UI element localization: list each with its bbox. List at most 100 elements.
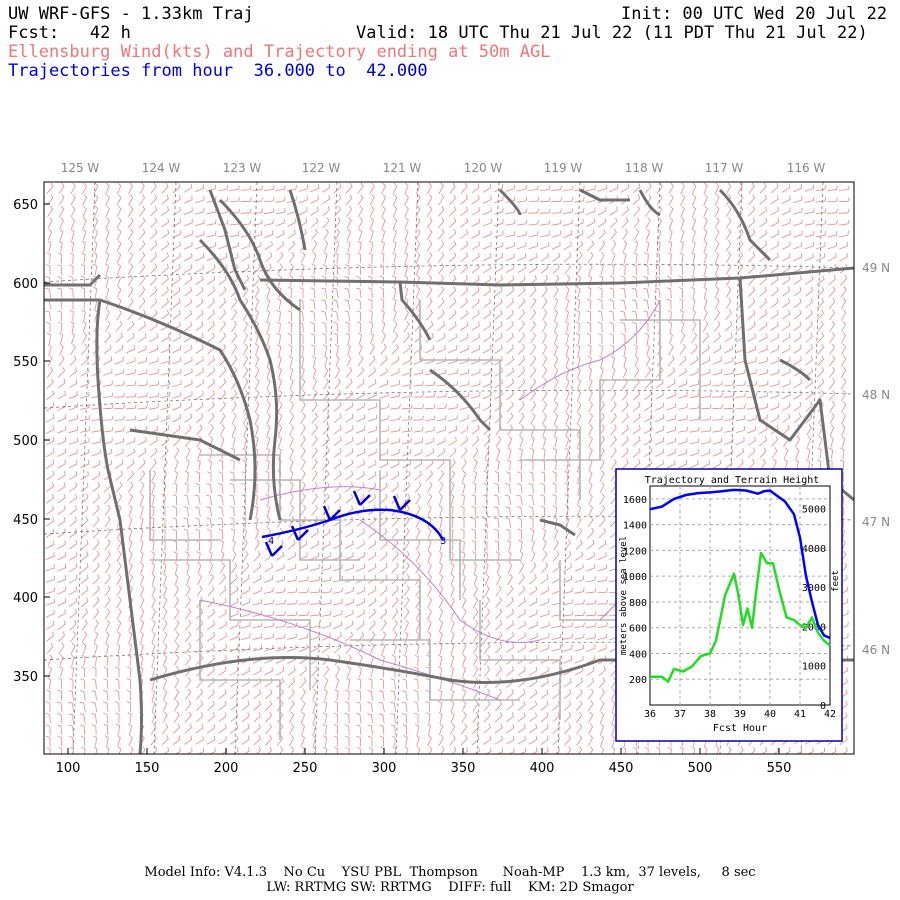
map-title: UW WRF-GFS - 1.33km Traj <box>8 4 254 24</box>
county-line <box>150 559 311 690</box>
parallel-line <box>44 389 854 409</box>
inset-x-tick-label: 38 <box>704 709 716 720</box>
physics-info: LW: RRTMG SW: RRTMG DIFF: full KM: 2D Sm… <box>266 880 634 895</box>
coastline-segment <box>779 358 812 382</box>
inset-y-right-tick-label: 5000 <box>802 505 826 516</box>
trajectory-line <box>261 508 445 541</box>
latitude-label: 48 N <box>862 388 890 402</box>
coastline-segment <box>259 266 854 287</box>
parallel-line <box>44 263 854 283</box>
coastline-segment <box>198 238 282 521</box>
inset-y-tick-label: 800 <box>629 598 647 609</box>
inset-x-tick-label: 39 <box>734 709 746 720</box>
latitude-label: 46 N <box>862 643 890 657</box>
county-line <box>350 639 520 701</box>
longitude-label: 124 W <box>142 161 181 175</box>
coastline-segment <box>44 273 102 287</box>
y-tick-label: 400 <box>13 591 38 606</box>
county-line <box>199 600 281 740</box>
inset-x-tick-label: 36 <box>644 709 656 720</box>
longitude-label: 122 W <box>302 161 341 175</box>
trajectory-barb <box>290 525 309 541</box>
inset-x-tick-label: 37 <box>674 709 686 720</box>
map-subtitle: Ellensburg Wind(kts) and Trajectory endi… <box>8 42 551 62</box>
model-info: Model Info: V4.1.3 No Cu YSU PBL Thompso… <box>144 865 756 880</box>
y-tick-label: 600 <box>13 277 38 292</box>
coastline-segment <box>208 189 247 291</box>
inset-y-right-tick-label: 4000 <box>802 544 826 555</box>
x-tick-label: 250 <box>293 761 318 776</box>
latitude-label: 47 N <box>862 515 890 529</box>
inset-y-right-tick-label: 0 <box>820 701 826 712</box>
trajectory-barb <box>264 541 283 557</box>
coastline-segment <box>95 299 143 754</box>
inset-y-tick-label: 1600 <box>623 495 647 506</box>
coastline-segment <box>129 428 241 462</box>
inset-y-tick-label: 1400 <box>623 521 647 532</box>
terrain-height-line <box>650 551 831 684</box>
x-tick-label: 450 <box>609 761 634 776</box>
county-line <box>620 319 701 420</box>
inset-y-axis-label: meters above sea level <box>619 536 629 655</box>
y-tick-label: 550 <box>13 355 38 370</box>
county-line <box>230 479 360 561</box>
inset-y-tick-label: 600 <box>629 624 647 635</box>
trajectory-marker-start: 4 <box>268 536 274 547</box>
county-line <box>200 454 421 640</box>
inset-y-tick-label: 200 <box>629 675 647 686</box>
coastline-and-state-borders <box>44 188 854 754</box>
county-line <box>379 470 461 600</box>
x-tick-label: 200 <box>214 761 239 776</box>
longitude-label: 118 W <box>625 161 664 175</box>
lat-lon-grid <box>44 182 854 754</box>
y-tick-label: 500 <box>13 434 38 449</box>
longitude-label: 120 W <box>464 161 503 175</box>
coastline-segment <box>718 188 772 262</box>
x-tick-label: 550 <box>767 761 792 776</box>
longitude-label: 121 W <box>383 161 422 175</box>
coastline-segment <box>498 188 522 216</box>
coastline-segment <box>218 198 301 312</box>
river-line <box>359 519 541 643</box>
county-line <box>149 470 220 541</box>
inset-y-right-tick-label: 3000 <box>802 583 826 594</box>
longitude-label: 117 W <box>705 161 744 175</box>
x-tick-label: 150 <box>135 761 160 776</box>
trajectory-barb <box>352 490 371 506</box>
inset-x-axis-label: Fcst Hour <box>713 723 767 734</box>
longitude-label: 119 W <box>544 161 583 175</box>
county-borders <box>149 300 701 740</box>
inset-y-tick-label: 1200 <box>623 546 647 557</box>
inset-y-tick-label: 1000 <box>623 572 647 583</box>
county-line <box>419 300 581 500</box>
x-tick-label: 400 <box>530 761 555 776</box>
inset-y-tick-label: 400 <box>629 649 647 660</box>
coastline-segment <box>539 518 576 537</box>
map-frame <box>43 181 855 755</box>
coastline-segment <box>149 656 854 684</box>
latitude-label: 49 N <box>862 261 890 275</box>
inset-panel <box>615 468 843 742</box>
coastline-segment <box>288 189 307 251</box>
trajectory-height-line <box>649 488 831 640</box>
coastline-segment <box>638 189 661 217</box>
longitude-label: 125 W <box>61 161 100 175</box>
x-tick-label: 300 <box>372 761 397 776</box>
coastline-segment <box>44 298 257 521</box>
river-line <box>519 299 661 401</box>
valid-time: Valid: 18 UTC Thu 21 Jul 22 (11 PDT Thu … <box>356 23 868 43</box>
inset-x-tick-label: 40 <box>764 709 776 720</box>
terrain-height-inset: Trajectory and Terrain Height 36 37 38 39 40 4… <box>615 468 843 742</box>
trajectory-marker-end: 3 <box>440 536 446 547</box>
county-line <box>479 600 561 720</box>
coastline-segment <box>398 281 432 341</box>
inset-x-tick-label: 41 <box>794 709 806 720</box>
inset-y-right-tick-label: 2000 <box>802 622 826 633</box>
inset-y-right-axis-label: feet <box>831 570 841 592</box>
parallel-line <box>44 515 854 535</box>
river-line <box>199 599 501 701</box>
longitude-label: 116 W <box>787 161 826 175</box>
x-tick-label: 100 <box>56 761 81 776</box>
forecast-hour: Fcst: 42 h <box>8 23 131 43</box>
